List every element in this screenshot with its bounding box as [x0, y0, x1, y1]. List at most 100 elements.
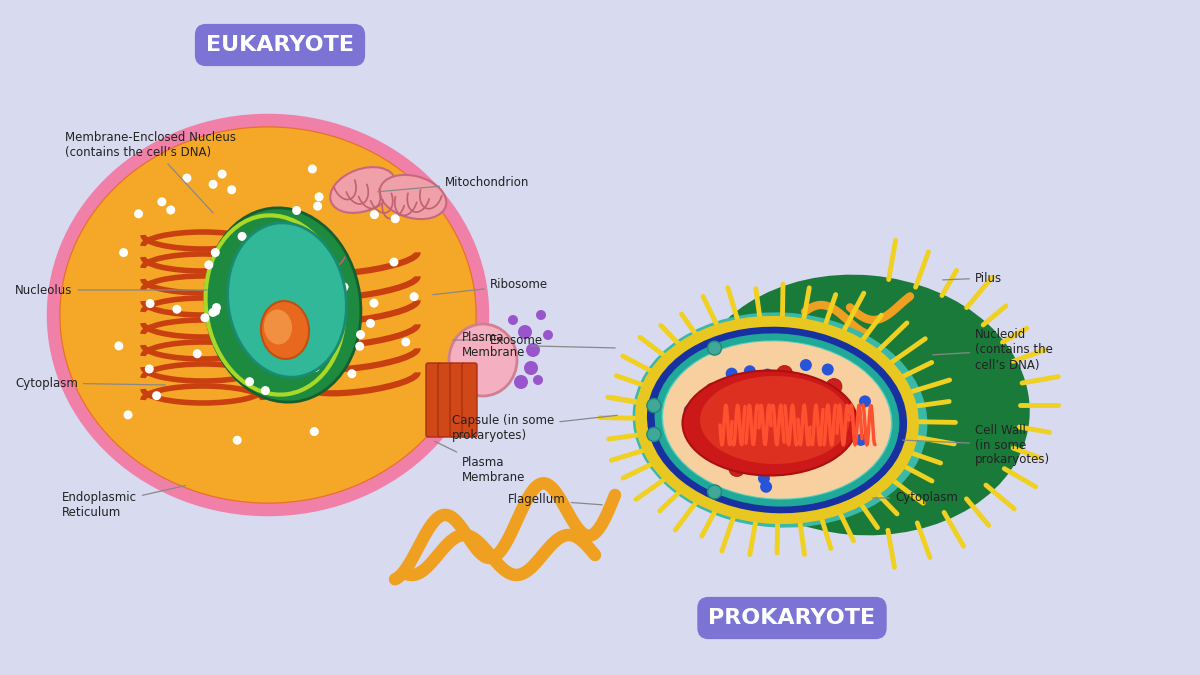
Circle shape — [211, 306, 220, 315]
Circle shape — [314, 192, 324, 201]
Ellipse shape — [53, 120, 482, 510]
Circle shape — [152, 391, 161, 400]
Ellipse shape — [683, 371, 858, 475]
Circle shape — [726, 368, 738, 379]
Circle shape — [839, 427, 851, 438]
Circle shape — [182, 173, 192, 183]
Circle shape — [311, 363, 320, 372]
Text: Plasma
Membrane: Plasma Membrane — [462, 331, 616, 359]
Text: Pilus: Pilus — [943, 271, 1002, 284]
Ellipse shape — [286, 236, 350, 284]
Circle shape — [409, 292, 419, 301]
Ellipse shape — [643, 324, 911, 516]
Circle shape — [508, 315, 518, 325]
Circle shape — [772, 415, 787, 431]
Text: Mitochondrion: Mitochondrion — [378, 176, 529, 192]
Circle shape — [761, 456, 776, 472]
Circle shape — [233, 436, 241, 445]
Text: Exosome: Exosome — [452, 333, 544, 346]
Circle shape — [728, 460, 745, 477]
Ellipse shape — [700, 376, 850, 464]
Ellipse shape — [205, 208, 361, 402]
Circle shape — [310, 427, 319, 436]
Circle shape — [542, 330, 553, 340]
Text: Nucleolus: Nucleolus — [14, 284, 208, 296]
Circle shape — [217, 169, 227, 179]
Circle shape — [742, 398, 754, 410]
Circle shape — [124, 410, 132, 419]
Circle shape — [826, 379, 842, 394]
Text: Cell Wall
(in some
prokaryotes): Cell Wall (in some prokaryotes) — [902, 423, 1050, 466]
Circle shape — [785, 392, 802, 407]
Circle shape — [292, 206, 301, 215]
Circle shape — [313, 202, 322, 211]
Text: Flagellum: Flagellum — [508, 493, 602, 506]
Circle shape — [238, 232, 246, 241]
Text: Ribosome: Ribosome — [433, 279, 548, 295]
Circle shape — [833, 434, 850, 450]
Circle shape — [758, 472, 770, 485]
Circle shape — [708, 485, 721, 499]
Ellipse shape — [664, 342, 890, 499]
Circle shape — [401, 338, 410, 346]
Circle shape — [370, 210, 379, 219]
Circle shape — [526, 343, 540, 357]
Circle shape — [776, 365, 792, 381]
Ellipse shape — [632, 313, 928, 528]
Circle shape — [684, 404, 696, 416]
Text: PROKARYOTE: PROKARYOTE — [708, 608, 876, 628]
Circle shape — [812, 403, 824, 415]
Circle shape — [355, 342, 365, 351]
Text: EUKARYOTE: EUKARYOTE — [206, 35, 354, 55]
Circle shape — [308, 165, 317, 173]
Circle shape — [760, 481, 772, 493]
Ellipse shape — [264, 310, 292, 344]
Text: Cytoplasm: Cytoplasm — [14, 377, 166, 389]
Text: Nucleoid
(contains the
cell’s DNA): Nucleoid (contains the cell’s DNA) — [932, 329, 1052, 371]
Circle shape — [698, 415, 710, 427]
Circle shape — [817, 387, 829, 400]
Circle shape — [366, 319, 374, 328]
Ellipse shape — [449, 324, 517, 396]
Circle shape — [737, 420, 749, 432]
Circle shape — [780, 406, 792, 418]
Ellipse shape — [690, 275, 1030, 535]
Circle shape — [340, 283, 348, 292]
Circle shape — [533, 375, 542, 385]
Circle shape — [119, 248, 128, 257]
Circle shape — [719, 421, 731, 433]
Circle shape — [260, 386, 270, 395]
Circle shape — [114, 342, 124, 350]
Circle shape — [391, 214, 400, 223]
Circle shape — [514, 375, 528, 389]
Circle shape — [209, 308, 217, 317]
Circle shape — [697, 403, 709, 415]
Ellipse shape — [379, 175, 446, 219]
Circle shape — [524, 361, 538, 375]
Circle shape — [204, 261, 214, 269]
Circle shape — [647, 398, 661, 412]
Circle shape — [706, 383, 721, 399]
Circle shape — [193, 349, 202, 358]
Circle shape — [518, 325, 532, 339]
Circle shape — [356, 330, 365, 339]
Circle shape — [724, 387, 736, 400]
Circle shape — [209, 180, 217, 189]
Circle shape — [536, 310, 546, 320]
Circle shape — [859, 396, 871, 408]
Ellipse shape — [60, 128, 475, 502]
Circle shape — [731, 383, 743, 396]
Circle shape — [252, 238, 262, 247]
Ellipse shape — [260, 301, 310, 359]
FancyBboxPatch shape — [450, 363, 466, 437]
Text: Cytoplasm: Cytoplasm — [872, 491, 958, 504]
Circle shape — [751, 444, 763, 456]
Text: Membrane-Enclosed Nucleus
(contains the cell’s DNA): Membrane-Enclosed Nucleus (contains the … — [65, 131, 236, 213]
Circle shape — [647, 427, 661, 441]
Circle shape — [822, 364, 834, 375]
Circle shape — [200, 313, 210, 322]
Circle shape — [708, 341, 721, 355]
Circle shape — [134, 209, 143, 218]
Text: Capsule (in some
prokaryotes): Capsule (in some prokaryotes) — [452, 414, 617, 442]
Text: Endoplasmic
Reticulum: Endoplasmic Reticulum — [62, 485, 185, 519]
